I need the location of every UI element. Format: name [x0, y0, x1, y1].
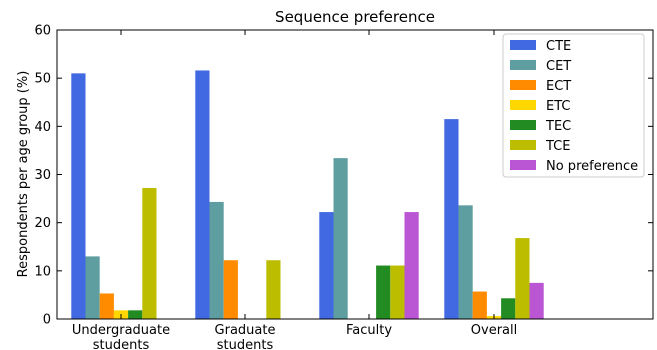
x-tick-label: Undergraduate: [72, 323, 170, 338]
bar-cte-0: [71, 73, 85, 319]
bar-cet-0: [86, 256, 100, 319]
bar-no-preference-2: [405, 212, 419, 319]
bar-cte-1: [195, 70, 209, 319]
y-tick-label: 10: [34, 264, 51, 279]
bar-tec-2: [376, 266, 390, 319]
legend-swatch: [510, 40, 536, 50]
bar-no-preference-3: [530, 283, 544, 319]
bar-tec-3: [501, 298, 515, 319]
bar-cte-3: [444, 119, 458, 319]
bar-cet-2: [334, 158, 348, 319]
legend-label: ETC: [546, 99, 570, 114]
legend: CTE CET ECT ETC TEC TCE No preference: [503, 34, 644, 177]
x-tick-label: Overall: [471, 323, 517, 338]
legend-swatch: [510, 80, 536, 90]
legend-label: CET: [546, 59, 571, 74]
legend-swatch: [510, 60, 536, 70]
bar-cet-1: [210, 202, 224, 319]
bar-ect-1: [224, 260, 238, 319]
bar-cte-2: [319, 212, 333, 319]
x-tick-label: students: [93, 338, 150, 350]
legend-label: TEC: [545, 119, 571, 134]
x-tick-label: Faculty: [346, 323, 392, 338]
legend-label: No preference: [546, 159, 638, 174]
bar-ect-3: [473, 292, 487, 319]
bar-ect-0: [100, 293, 114, 319]
y-tick-label: 20: [34, 216, 51, 231]
legend-label: ECT: [546, 79, 571, 94]
legend-swatch: [510, 140, 536, 150]
y-tick-label: 60: [34, 24, 51, 39]
bar-tce-2: [390, 266, 404, 319]
legend-swatch: [510, 120, 536, 130]
y-tick-label: 50: [34, 72, 51, 87]
y-axis-label: Respondents per age group (%): [16, 71, 31, 278]
bar-tce-0: [142, 188, 156, 319]
x-tick-label: students: [217, 338, 274, 350]
legend-label: TCE: [545, 139, 570, 154]
legend-swatch: [510, 160, 536, 170]
y-tick-label: 40: [34, 120, 51, 135]
chart-title: Sequence preference: [275, 8, 435, 26]
y-tick-label: 30: [34, 168, 51, 183]
bars-layer: [71, 70, 543, 319]
y-tick-label: 0: [43, 313, 51, 328]
x-tick-label: Graduate: [215, 323, 276, 338]
bar-tce-1: [266, 260, 280, 319]
legend-label: CTE: [546, 39, 571, 54]
legend-swatch: [510, 100, 536, 110]
bar-tec-0: [128, 310, 142, 319]
bar-cet-3: [459, 205, 473, 319]
bar-tce-3: [515, 238, 529, 319]
